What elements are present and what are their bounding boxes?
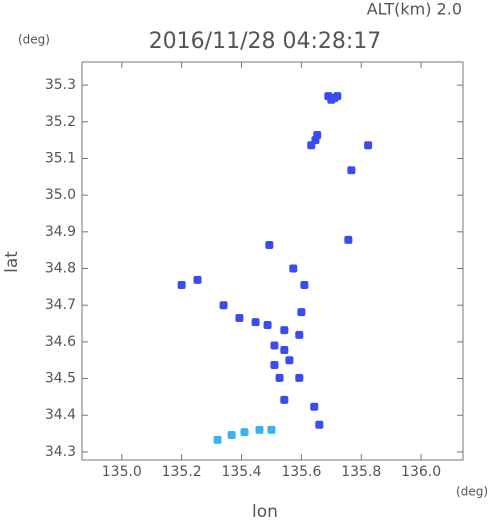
echo-point [313,130,322,139]
y-tick-label: 34.7 [45,297,76,313]
y-axis-label: lat [2,251,22,273]
echo-point [270,341,279,350]
echo-point [307,141,316,150]
echo-point [270,360,279,369]
echo-point [265,241,274,250]
y-tick-label: 35.2 [45,114,76,130]
x-unit: (deg) [456,485,488,499]
echo-point [295,330,304,339]
echo-point [255,425,264,434]
echo-point [219,301,228,310]
echo-point [280,395,289,404]
echo-point [295,373,304,382]
echo-point [333,92,342,101]
x-tick-label: 136.0 [401,464,441,480]
echo-point [240,428,249,437]
echo-point [289,264,298,273]
x-tick-label: 135.8 [341,464,381,480]
echo-point [227,431,236,440]
echo-point [280,326,289,335]
echo-point [193,275,202,284]
y-tick-label: 34.8 [45,261,76,277]
y-tick-label: 35.1 [45,150,76,166]
x-tick-label: 135.6 [281,464,321,480]
y-tick-label: 34.5 [45,371,76,387]
echo-point [275,373,284,382]
echo-point [263,321,272,330]
x-axis-label: lon [252,502,278,521]
echo-point [213,435,222,444]
echo-point [344,235,353,244]
x-tick-label: 135.4 [221,464,261,480]
y-tick-label: 34.3 [45,444,76,460]
y-tick-label: 34.6 [45,334,76,350]
echo-point [235,314,244,323]
echo-point [267,425,276,434]
x-tick-label: 135.0 [102,464,142,480]
echo-point [310,402,319,411]
echo-point [300,281,309,290]
echo-point [251,318,260,327]
x-tick-label: 135.2 [162,464,202,480]
altitude: ALT(km) 2.0 [367,0,462,19]
echo-point [177,281,186,290]
echo-point [347,166,356,175]
y-tick-label: 34.4 [45,407,76,423]
echo-point [315,420,324,429]
echo-point [280,345,289,354]
echo-point [285,356,294,365]
y-tick-label: 34.9 [45,224,76,240]
echo-point [297,308,306,317]
y-unit: (deg) [18,33,50,47]
echo-point [364,141,373,150]
y-tick-label: 35.0 [45,187,76,203]
y-tick-label: 35.3 [45,77,76,93]
plot-frame [81,61,464,461]
chart-title: 2016/11/28 04:28:17 [149,29,382,54]
